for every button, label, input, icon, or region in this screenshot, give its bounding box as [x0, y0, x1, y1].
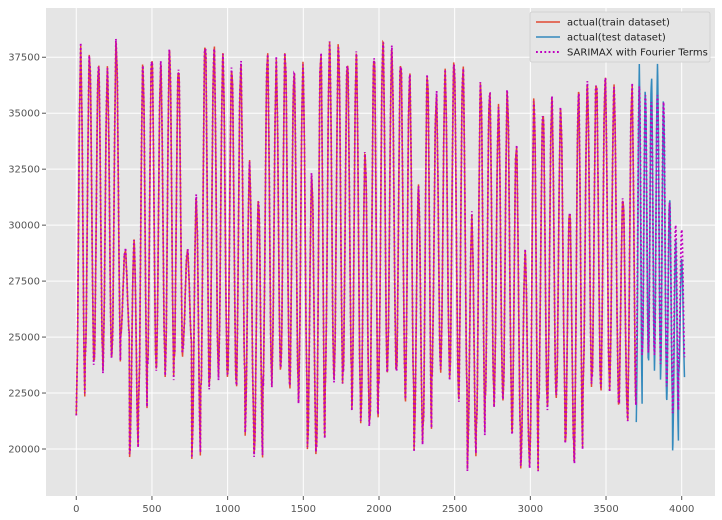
y-axis: 20000 22500 25000 27500 30000 32500 35000 37500	[8, 53, 46, 455]
x-tick-label: 2000	[366, 504, 391, 515]
x-tick-label: 1000	[215, 504, 240, 515]
x-tick-label: 3000	[518, 504, 543, 515]
series-layer	[75, 38, 686, 472]
x-axis: 0 500 1000 1500 2000 2500 3000 3500 4000	[73, 496, 694, 515]
x-tick-label: 4000	[669, 504, 694, 515]
x-tick-label: 2500	[442, 504, 467, 515]
y-tick-label: 25000	[8, 333, 40, 344]
y-tick-label: 27500	[8, 277, 40, 288]
legend-label: actual(train dataset)	[567, 18, 670, 29]
legend: actual(train dataset) actual(test dataset…	[529, 11, 711, 63]
y-tick-label: 32500	[8, 165, 40, 176]
legend-label: SARIMAX with Fourier Terms	[567, 48, 708, 59]
legend-label: actual(test dataset)	[567, 33, 666, 44]
legend-box	[529, 11, 711, 63]
x-tick-label: 1500	[291, 504, 316, 515]
y-tick-label: 35000	[8, 109, 40, 120]
x-tick-label: 0	[73, 504, 79, 515]
y-tick-label: 37500	[8, 53, 40, 64]
y-tick-label: 20000	[8, 444, 40, 455]
series-sarimax-forecast-line	[75, 38, 686, 472]
x-tick-label: 3500	[593, 504, 618, 515]
y-tick-label: 22500	[8, 389, 40, 400]
y-tick-label: 30000	[8, 221, 40, 232]
x-tick-label: 500	[142, 504, 161, 515]
